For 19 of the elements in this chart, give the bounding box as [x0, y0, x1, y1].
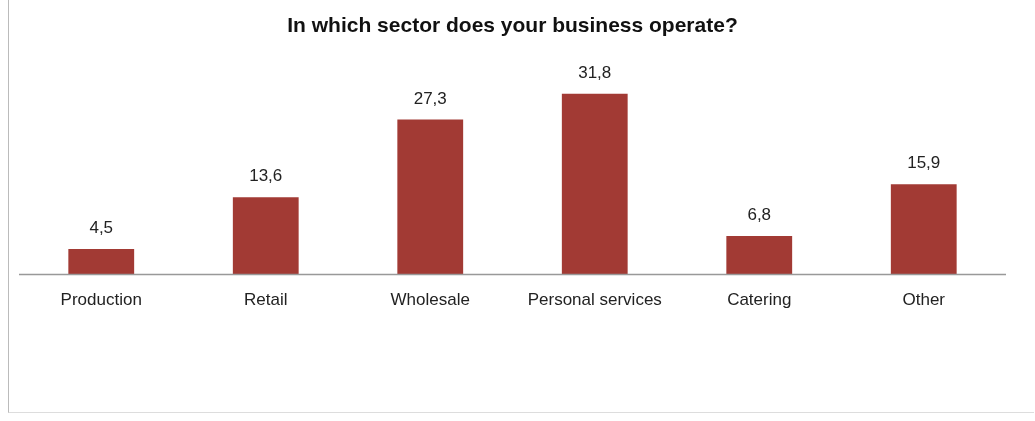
bar: [561, 93, 628, 275]
chart-title: In which sector does your business operate?: [287, 13, 738, 37]
bar: [397, 119, 464, 275]
bar: [232, 197, 299, 275]
data-label: 4,5: [89, 218, 114, 238]
x-tick-label: Wholesale: [390, 290, 470, 310]
bar: [890, 184, 957, 275]
x-tick-label: Production: [60, 290, 142, 310]
data-label: 13,6: [249, 166, 283, 186]
x-tick-label: Personal services: [527, 290, 662, 310]
data-label: 6,8: [747, 205, 772, 225]
x-tick-label: Other: [902, 290, 946, 310]
bar: [68, 249, 135, 275]
data-label: 15,9: [907, 153, 941, 173]
x-tick-label: Catering: [727, 290, 792, 310]
data-label: 27,3: [413, 88, 447, 108]
bar: [726, 235, 793, 275]
data-label: 31,8: [578, 63, 612, 82]
x-tick-label: Retail: [244, 290, 288, 310]
